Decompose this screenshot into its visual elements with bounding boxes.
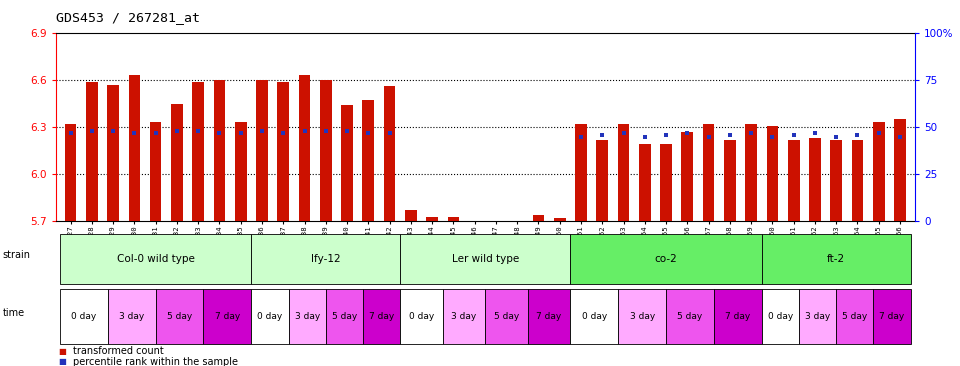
Text: Ler wild type: Ler wild type (451, 254, 519, 264)
Text: 3 day: 3 day (630, 312, 655, 321)
Bar (129, 75, 140, 221)
Bar (384, 86, 396, 221)
Text: 5 day: 5 day (494, 312, 519, 321)
Text: 0 day: 0 day (768, 312, 793, 321)
Text: 0 day: 0 day (409, 312, 434, 321)
Text: co-2: co-2 (655, 254, 678, 264)
Bar (299, 75, 310, 221)
Text: 0 day: 0 day (71, 312, 97, 321)
Text: ■: ■ (59, 357, 66, 366)
Text: ft-2: ft-2 (828, 254, 845, 264)
Text: 3 day: 3 day (804, 312, 830, 321)
Bar (639, 145, 651, 221)
Text: 7 day: 7 day (725, 312, 751, 321)
Bar (660, 145, 672, 221)
Text: GDS453 / 267281_at: GDS453 / 267281_at (56, 11, 200, 24)
Bar (277, 82, 289, 221)
Text: 5 day: 5 day (332, 312, 357, 321)
Text: 3 day: 3 day (295, 312, 320, 321)
Bar (405, 210, 417, 221)
Bar (766, 126, 779, 221)
Bar (724, 140, 735, 221)
Bar (426, 217, 438, 221)
Text: 0 day: 0 day (257, 312, 282, 321)
Bar (682, 132, 693, 221)
Bar (830, 140, 842, 221)
Text: 3 day: 3 day (119, 312, 144, 321)
Bar (447, 217, 459, 221)
Text: 7 day: 7 day (215, 312, 240, 321)
Text: 5 day: 5 day (678, 312, 703, 321)
Bar (703, 124, 714, 221)
Bar (617, 124, 630, 221)
Text: 7 day: 7 day (369, 312, 395, 321)
Bar (320, 80, 331, 221)
Text: lfy-12: lfy-12 (311, 254, 341, 264)
Bar (171, 104, 182, 221)
Text: 5 day: 5 day (842, 312, 868, 321)
Bar (213, 80, 226, 221)
Bar (809, 138, 821, 221)
Bar (108, 85, 119, 221)
Text: Col-0 wild type: Col-0 wild type (117, 254, 195, 264)
Bar (341, 105, 353, 221)
Bar (256, 80, 268, 221)
Bar (86, 82, 98, 221)
Bar (873, 123, 884, 221)
Bar (788, 140, 800, 221)
Text: time: time (3, 308, 25, 318)
Bar (363, 101, 374, 221)
Bar (150, 123, 161, 221)
Bar (64, 124, 77, 221)
Text: ■: ■ (59, 347, 66, 356)
Text: transformed count: transformed count (73, 346, 164, 356)
Bar (533, 215, 544, 221)
Text: 7 day: 7 day (537, 312, 562, 321)
Text: 7 day: 7 day (879, 312, 904, 321)
Bar (235, 123, 247, 221)
Bar (894, 119, 906, 221)
Text: strain: strain (3, 250, 31, 260)
Text: 5 day: 5 day (167, 312, 192, 321)
Text: percentile rank within the sample: percentile rank within the sample (73, 356, 238, 366)
Bar (554, 218, 565, 221)
Text: 0 day: 0 day (582, 312, 607, 321)
Text: 3 day: 3 day (451, 312, 476, 321)
Bar (596, 140, 608, 221)
Bar (575, 124, 587, 221)
Bar (852, 140, 863, 221)
Bar (745, 124, 757, 221)
Bar (192, 82, 204, 221)
